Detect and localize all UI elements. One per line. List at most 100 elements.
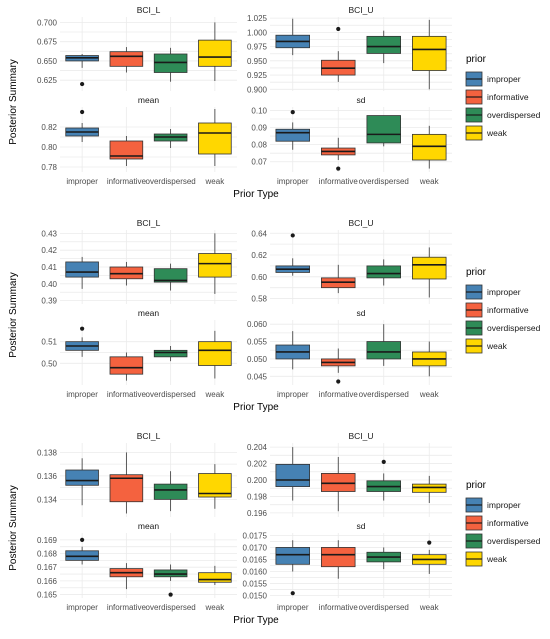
y-tick-label: 0.950 — [247, 57, 268, 66]
legend-entry-overdispersed: overdispersed — [465, 533, 541, 549]
y-axis-title: Posterior Summary — [8, 272, 19, 358]
box-weak — [198, 22, 232, 81]
box-informative — [109, 352, 144, 381]
box-weak — [198, 233, 232, 294]
box-weak — [412, 341, 447, 377]
x-tick-label: informative — [107, 603, 147, 612]
legend-label: improper — [487, 287, 521, 297]
facet-strip-label: sd — [357, 95, 366, 105]
legend-entry-improper: improper — [465, 71, 521, 87]
box-iqr — [65, 261, 99, 278]
box-overdispersed — [366, 459, 401, 501]
legend-entry-weak: weak — [465, 338, 508, 354]
box-overdispersed — [153, 471, 188, 512]
box-weak — [198, 109, 232, 166]
box-improper — [65, 256, 99, 289]
box-overdispersed — [366, 324, 401, 366]
facet-panel-mean: mean 0.78 0.80 0.82 improper informative overd… — [41, 95, 237, 186]
box-iqr — [198, 39, 232, 67]
box-iqr — [109, 51, 144, 67]
box-weak — [412, 475, 447, 504]
x-tick-label: overdispersed — [359, 177, 409, 186]
y-tick-label: 0.07 — [251, 158, 267, 167]
box-iqr — [412, 256, 447, 280]
legend-entry-weak: weak — [465, 125, 508, 141]
x-tick-label: overdispersed — [146, 390, 196, 399]
y-tick-label: 0.050 — [247, 355, 268, 364]
box-informative — [321, 137, 356, 171]
box-iqr — [321, 473, 356, 492]
legend-label: informative — [487, 92, 529, 102]
legend-label: weak — [486, 554, 508, 564]
x-tick-label: weak — [205, 603, 226, 612]
outlier-point — [290, 591, 295, 596]
box-iqr — [275, 128, 310, 142]
legend-label: weak — [486, 128, 508, 138]
y-tick-label: 0.060 — [247, 320, 268, 329]
x-tick-label: improper — [66, 390, 98, 399]
x-tick-label: overdispersed — [359, 603, 409, 612]
box-weak — [412, 125, 447, 169]
facet-strip-label: mean — [138, 521, 160, 531]
y-tick-label: 0.0150 — [243, 592, 268, 601]
box-overdispersed — [366, 30, 401, 64]
y-tick-label: 0.41 — [41, 263, 57, 272]
box-informative — [321, 348, 356, 384]
outlier-point — [336, 379, 341, 384]
box-iqr — [198, 473, 232, 498]
facet-strip-label: BCI_U — [348, 218, 373, 228]
box-improper — [65, 326, 99, 357]
outlier-point — [381, 459, 386, 465]
legend-label: improper — [487, 500, 521, 510]
box-iqr — [198, 253, 232, 278]
y-tick-label: 0.42 — [41, 246, 57, 255]
y-tick-label: 1.025 — [247, 14, 268, 23]
outlier-point — [80, 537, 85, 542]
box-informative — [321, 26, 356, 82]
y-tick-label: 0.202 — [247, 460, 268, 469]
box-iqr — [198, 572, 232, 583]
box-iqr — [366, 265, 401, 279]
box-improper — [275, 447, 310, 501]
box-weak — [198, 464, 232, 509]
y-tick-label: 0.900 — [247, 85, 268, 94]
box-iqr — [412, 35, 447, 71]
y-tick-label: 0.0170 — [243, 543, 268, 552]
legend-entry-improper: improper — [465, 284, 521, 300]
y-tick-label: 0.045 — [247, 372, 268, 381]
box-improper — [65, 537, 99, 565]
facet-strip-label: BCI_L — [137, 218, 161, 228]
legend-title: prior — [466, 54, 487, 65]
box-weak — [198, 565, 232, 585]
facet-strip-label: sd — [357, 308, 366, 318]
box-weak — [412, 247, 447, 298]
facet-strip-label: sd — [357, 521, 366, 531]
x-tick-label: informative — [319, 177, 359, 186]
box-overdispersed — [153, 47, 188, 82]
legend-title: prior — [466, 267, 487, 278]
y-tick-label: 0.975 — [247, 43, 268, 52]
y-tick-label: 0.168 — [37, 550, 58, 559]
y-tick-label: 0.650 — [37, 57, 58, 66]
y-tick-label: 0.200 — [247, 476, 268, 485]
legend-label: weak — [486, 341, 508, 351]
box-iqr — [198, 122, 232, 155]
y-tick-label: 0.700 — [37, 18, 58, 27]
y-tick-label: 0.51 — [41, 338, 57, 347]
outlier-point — [80, 81, 85, 87]
box-improper — [65, 54, 99, 87]
box-informative — [109, 136, 144, 166]
outlier-point — [336, 166, 341, 171]
box-improper — [275, 18, 310, 56]
box-iqr — [109, 474, 144, 503]
chart-3: BCI_L 0.134 0.136 0.138 BCI_U 0.196 0.198 0.200… — [8, 431, 541, 626]
legend-entry-overdispersed: overdispersed — [465, 320, 541, 336]
x-tick-label: overdispersed — [146, 603, 196, 612]
legend-entry-informative: informative — [465, 89, 529, 105]
outlier-point — [290, 233, 295, 238]
box-informative — [109, 452, 144, 514]
x-tick-label: weak — [419, 390, 440, 399]
legend-label: improper — [487, 74, 521, 84]
